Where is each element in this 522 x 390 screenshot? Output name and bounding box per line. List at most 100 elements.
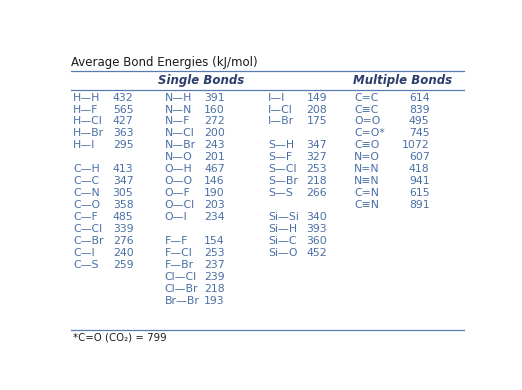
Text: 239: 239 xyxy=(204,272,225,282)
Text: 495: 495 xyxy=(409,117,430,126)
Text: 190: 190 xyxy=(204,188,225,198)
Text: Multiple Bonds: Multiple Bonds xyxy=(353,74,452,87)
Text: 360: 360 xyxy=(306,236,327,246)
Text: Average Bond Energies (kJ/mol): Average Bond Energies (kJ/mol) xyxy=(72,56,258,69)
Text: 201: 201 xyxy=(204,152,225,162)
Text: 358: 358 xyxy=(113,200,134,210)
Text: 160: 160 xyxy=(204,105,225,115)
Text: S—H: S—H xyxy=(268,140,294,151)
Text: *C=O (CO₂) = 799: *C=O (CO₂) = 799 xyxy=(73,332,167,342)
Text: 208: 208 xyxy=(306,105,327,115)
Text: C=C: C=C xyxy=(354,92,378,103)
Text: O—H: O—H xyxy=(164,164,192,174)
Text: 340: 340 xyxy=(306,212,327,222)
Text: 253: 253 xyxy=(204,248,225,258)
Text: C≡N: C≡N xyxy=(354,200,379,210)
Text: 339: 339 xyxy=(113,224,134,234)
Text: N—Cl: N—Cl xyxy=(164,128,194,138)
Text: 240: 240 xyxy=(113,248,134,258)
Text: S—Br: S—Br xyxy=(268,176,298,186)
Text: 607: 607 xyxy=(409,152,430,162)
Text: O—I: O—I xyxy=(164,212,187,222)
Text: Si—O: Si—O xyxy=(268,248,298,258)
Text: S—F: S—F xyxy=(268,152,292,162)
Text: 565: 565 xyxy=(113,105,134,115)
Text: 941: 941 xyxy=(409,176,430,186)
Text: 218: 218 xyxy=(306,176,327,186)
Text: C—I: C—I xyxy=(73,248,95,258)
Text: 203: 203 xyxy=(204,200,225,210)
Text: 393: 393 xyxy=(306,224,327,234)
Text: 237: 237 xyxy=(204,260,225,270)
Text: N—H: N—H xyxy=(164,92,192,103)
Text: C=O*: C=O* xyxy=(354,128,385,138)
Text: 347: 347 xyxy=(306,140,327,151)
Text: 146: 146 xyxy=(204,176,225,186)
Text: 295: 295 xyxy=(113,140,134,151)
Text: 413: 413 xyxy=(113,164,134,174)
Text: C—C: C—C xyxy=(73,176,99,186)
Text: 614: 614 xyxy=(409,92,430,103)
Text: C≡O: C≡O xyxy=(354,140,379,151)
Text: C—Cl: C—Cl xyxy=(73,224,102,234)
Text: N—Br: N—Br xyxy=(164,140,196,151)
Text: 243: 243 xyxy=(204,140,225,151)
Text: N=O: N=O xyxy=(354,152,381,162)
Text: O—F: O—F xyxy=(164,188,190,198)
Text: 347: 347 xyxy=(113,176,134,186)
Text: 891: 891 xyxy=(409,200,430,210)
Text: O=O: O=O xyxy=(354,117,381,126)
Text: 175: 175 xyxy=(306,117,327,126)
Text: 391: 391 xyxy=(204,92,225,103)
Text: 467: 467 xyxy=(204,164,225,174)
Text: 276: 276 xyxy=(113,236,134,246)
Text: 266: 266 xyxy=(306,188,327,198)
Text: 745: 745 xyxy=(409,128,430,138)
Text: O—Cl: O—Cl xyxy=(164,200,195,210)
Text: N—F: N—F xyxy=(164,117,190,126)
Text: 839: 839 xyxy=(409,105,430,115)
Text: 154: 154 xyxy=(204,236,225,246)
Text: 363: 363 xyxy=(113,128,134,138)
Text: S—S: S—S xyxy=(268,188,293,198)
Text: N=N: N=N xyxy=(354,164,380,174)
Text: C≡C: C≡C xyxy=(354,105,378,115)
Text: Cl—Cl: Cl—Cl xyxy=(164,272,197,282)
Text: O—O: O—O xyxy=(164,176,193,186)
Text: 615: 615 xyxy=(409,188,430,198)
Text: S—Cl: S—Cl xyxy=(268,164,297,174)
Text: C—H: C—H xyxy=(73,164,100,174)
Text: 259: 259 xyxy=(113,260,134,270)
Text: 234: 234 xyxy=(204,212,225,222)
Text: N—O: N—O xyxy=(164,152,192,162)
Text: 418: 418 xyxy=(409,164,430,174)
Text: F—Br: F—Br xyxy=(164,260,194,270)
Text: N—N: N—N xyxy=(164,105,192,115)
Text: N≡N: N≡N xyxy=(354,176,380,186)
Text: H—I: H—I xyxy=(73,140,96,151)
Text: C—S: C—S xyxy=(73,260,99,270)
Text: F—F: F—F xyxy=(164,236,188,246)
Text: 253: 253 xyxy=(306,164,327,174)
Text: H—Cl: H—Cl xyxy=(73,117,103,126)
Text: 218: 218 xyxy=(204,284,225,294)
Text: Si—Si: Si—Si xyxy=(268,212,299,222)
Text: 272: 272 xyxy=(204,117,225,126)
Text: C—O: C—O xyxy=(73,200,100,210)
Text: C—N: C—N xyxy=(73,188,100,198)
Text: 1072: 1072 xyxy=(402,140,430,151)
Text: Si—H: Si—H xyxy=(268,224,298,234)
Text: H—Br: H—Br xyxy=(73,128,104,138)
Text: I—I: I—I xyxy=(268,92,286,103)
Text: 200: 200 xyxy=(204,128,225,138)
Text: 193: 193 xyxy=(204,296,225,305)
Text: Si—C: Si—C xyxy=(268,236,297,246)
Text: 327: 327 xyxy=(306,152,327,162)
Text: I—Br: I—Br xyxy=(268,117,294,126)
Text: H—F: H—F xyxy=(73,105,98,115)
Text: C—F: C—F xyxy=(73,212,98,222)
Text: 149: 149 xyxy=(306,92,327,103)
Text: 452: 452 xyxy=(306,248,327,258)
Text: 485: 485 xyxy=(113,212,134,222)
Text: Cl—Br: Cl—Br xyxy=(164,284,198,294)
